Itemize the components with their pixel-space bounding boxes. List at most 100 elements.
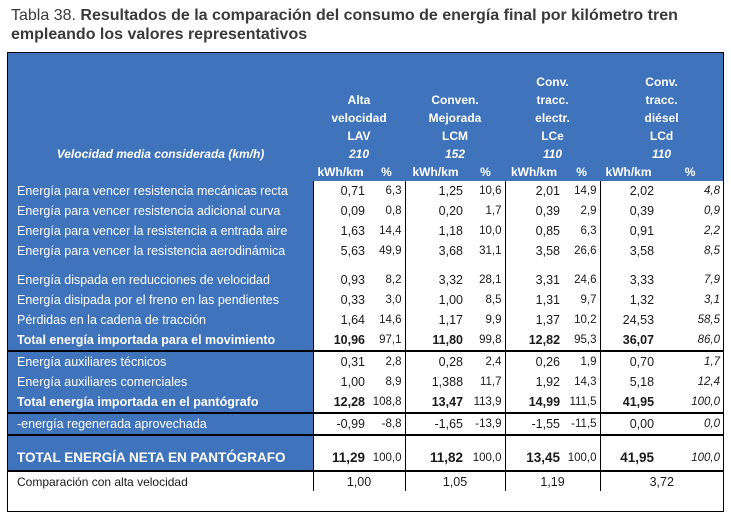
value-cell: -0,99 [312, 413, 368, 435]
pct-cell: 10,2 [563, 310, 601, 330]
value-cell: 0,39 [599, 201, 658, 221]
table-row: Energía disipada por el freno en las pen… [8, 290, 724, 310]
pct-cell: 31,1 [466, 241, 506, 261]
value-cell: 3,32 [404, 270, 467, 290]
value-cell: 41,95 [599, 445, 658, 471]
value-cell: 1,00 [404, 290, 467, 310]
row-label: Energía para vencer la resistencia aerod… [8, 241, 313, 261]
col-header-line: Conv. [536, 75, 569, 89]
row-label: Energía para vencer la resistencia a ent… [8, 221, 313, 241]
pct-cell: 2,4 [466, 351, 506, 372]
table-row: Total energía importada en el pantógrafo… [8, 392, 724, 413]
pct-cell: 2,9 [563, 201, 601, 221]
value-cell: 1,25 [404, 181, 467, 201]
value-cell: 36,07 [599, 330, 658, 351]
value-cell: 0,28 [404, 351, 467, 372]
row-label: Pérdidas en la cadena de tracción [8, 310, 313, 330]
energy-table: Alta velocidad LAV Conven. Mejorada LCM … [8, 53, 724, 491]
value-cell: 2,01 [504, 181, 564, 201]
table-body: Energía para vencer resistencia mecánica… [8, 181, 724, 491]
col-header-line: diésel [644, 111, 679, 125]
pct-cell: 4,8 [657, 181, 724, 201]
pct-cell: 99,8 [466, 330, 506, 351]
value-cell: 11,29 [312, 445, 368, 471]
value-cell: 11,80 [404, 330, 467, 351]
comparison-label: Comparación con alta velocidad [8, 471, 313, 491]
comparison-row: Comparación con alta velocidad 1,00 1,05 1,… [8, 471, 724, 491]
col-header-line: Conven. [431, 93, 479, 107]
value-cell: 13,47 [404, 392, 467, 413]
pct-cell: 10,0 [466, 221, 506, 241]
value-cell: 0,71 [312, 181, 368, 201]
energy-table-frame: Alta velocidad LAV Conven. Mejorada LCM … [7, 52, 724, 512]
value-cell: 0,91 [599, 221, 658, 241]
pct-cell: 9,7 [563, 290, 601, 310]
pct-cell: 10,6 [466, 181, 506, 201]
col-header-lce: Conv. tracc. electr. LCe [505, 53, 601, 145]
table-row: -energía regenerada aprovechada -0,99 -8,8… [8, 413, 724, 435]
pct-cell: -8,8 [368, 413, 406, 435]
unit-label: kWh/km [313, 163, 368, 181]
table-row: Total energía importada para el movimien… [8, 330, 724, 351]
value-cell: 3,58 [599, 241, 658, 261]
value-cell: 1,32 [599, 290, 658, 310]
pct-label: % [466, 163, 506, 181]
pct-cell: 8,9 [368, 372, 406, 392]
row-label: Energía para vencer resistencia mecánica… [8, 181, 313, 201]
col-header-line: Alta [347, 93, 371, 107]
pct-cell: 9,9 [466, 310, 506, 330]
table-row: Pérdidas en la cadena de tracción 1,64 14,… [8, 310, 724, 330]
value-cell: 0,26 [504, 351, 564, 372]
table-row: Energía para vencer resistencia adiciona… [8, 201, 724, 221]
pct-cell: 1,9 [563, 351, 601, 372]
pct-cell: 14,3 [563, 372, 601, 392]
speed-value: 210 [313, 145, 406, 163]
row-label: Total energía importada en el pantógrafo [8, 392, 313, 413]
pct-cell: 0,0 [657, 413, 724, 435]
unit-row: kWh/km % kWh/km % kWh/km % kWh/km % [8, 163, 724, 181]
row-label: Energía para vencer resistencia adiciona… [8, 201, 313, 221]
pct-cell: 14,4 [368, 221, 406, 241]
pct-cell: 1,7 [657, 351, 724, 372]
pct-cell: 97,1 [368, 330, 406, 351]
col-header-line: tracc. [645, 93, 678, 107]
pct-cell: 100,0 [466, 445, 506, 471]
pct-cell: 0,8 [368, 201, 406, 221]
value-cell: 1,64 [312, 310, 368, 330]
value-cell: 3,68 [404, 241, 467, 261]
unit-label: kWh/km [600, 163, 658, 181]
value-cell: 13,45 [504, 445, 564, 471]
spacer-row [8, 435, 724, 445]
speed-value: 110 [600, 145, 724, 163]
value-cell: 1,18 [404, 221, 467, 241]
header-row: Alta velocidad LAV Conven. Mejorada LCM … [8, 53, 724, 145]
caption-title: Resultados de la comparación del consumo… [11, 7, 678, 43]
col-header-lav: Alta velocidad LAV [313, 53, 406, 145]
col-header-line: velocidad [331, 111, 387, 125]
value-cell: 5,63 [312, 241, 368, 261]
pct-cell: 7,9 [657, 270, 724, 290]
col-header-line: LAV [347, 129, 371, 143]
table-row: TOTAL ENERGÍA NETA EN PANTÓGRAFO 11,29 100… [8, 445, 724, 471]
table-row: Energía para vencer la resistencia a ent… [8, 221, 724, 241]
value-cell: 3,31 [504, 270, 564, 290]
value-cell: 1,92 [504, 372, 564, 392]
comparison-cell: 1,19 [504, 471, 601, 491]
value-cell: 1,17 [404, 310, 467, 330]
pct-cell: 14,6 [368, 310, 406, 330]
value-cell: 0,70 [599, 351, 658, 372]
col-header-line: tracc. [536, 93, 569, 107]
value-cell: 0,20 [404, 201, 467, 221]
pct-cell: 3,1 [657, 290, 724, 310]
unit-label: kWh/km [405, 163, 467, 181]
pct-cell: 100,0 [563, 445, 601, 471]
table-row: Energía para vencer resistencia mecánica… [8, 181, 724, 201]
pct-cell: 6,3 [563, 221, 601, 241]
pct-cell: 58,5 [657, 310, 724, 330]
pct-cell: 8,5 [657, 241, 724, 261]
col-header-lcm: Conven. Mejorada LCM [405, 53, 506, 145]
col-header-line: LCM [442, 129, 469, 143]
pct-cell: 100,0 [657, 392, 724, 413]
pct-cell: 24,6 [563, 270, 601, 290]
pct-cell: 113,9 [466, 392, 506, 413]
